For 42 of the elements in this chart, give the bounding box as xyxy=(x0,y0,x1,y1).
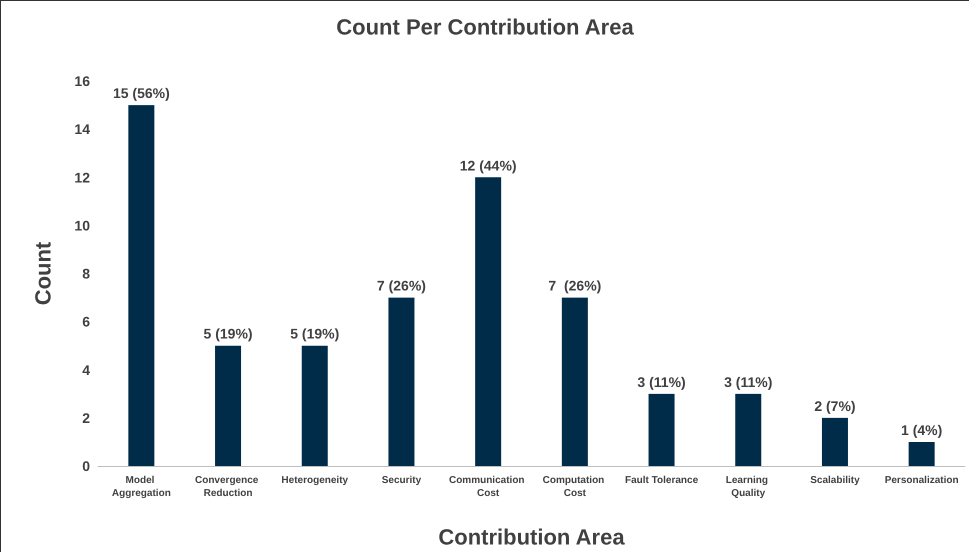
data-label: 3 (11%) xyxy=(724,374,772,390)
y-tick-label: 8 xyxy=(82,266,90,282)
bar xyxy=(735,394,762,466)
x-tick-label: Communication Cost xyxy=(448,475,528,499)
data-label: 3 (11%) xyxy=(637,374,686,390)
x-tick-label: Fault Tolerance xyxy=(624,475,699,486)
y-tick-label: 14 xyxy=(74,121,90,138)
data-label: 7 (26%) xyxy=(548,278,602,294)
x-axis-title: Contribution Area xyxy=(438,524,626,550)
data-label: 7 (26%) xyxy=(376,278,426,294)
bar xyxy=(302,346,328,466)
bar xyxy=(562,298,588,466)
x-tick-label: Convergence Reduction xyxy=(194,475,262,499)
data-label: 5 (19%) xyxy=(290,326,340,342)
data-label: 2 (7%) xyxy=(814,398,856,414)
bar xyxy=(475,177,502,466)
y-tick-label: 16 xyxy=(74,73,90,89)
bar xyxy=(128,105,154,466)
y-tick-label: 6 xyxy=(82,314,90,330)
x-tick-label: Learning Quality xyxy=(726,475,771,499)
data-label: 5 (19%) xyxy=(204,326,253,342)
x-tick-label: Scalability xyxy=(810,475,860,486)
data-label: 12 (44%) xyxy=(460,157,517,174)
data-label: 15 (56%) xyxy=(112,85,170,102)
data-label: 1 (4%) xyxy=(901,422,942,438)
x-tick-label: Computation Cost xyxy=(542,475,608,499)
y-tick-label: 2 xyxy=(82,410,90,426)
x-tick-label: Model Aggregation xyxy=(112,475,171,499)
y-tick-label: 10 xyxy=(74,217,90,234)
x-tick-label: Security xyxy=(382,475,422,486)
bar xyxy=(215,346,242,466)
bar xyxy=(388,298,414,466)
bar xyxy=(822,418,848,466)
y-tick-label: 4 xyxy=(82,362,90,378)
x-tick-label: Heterogeneity xyxy=(281,475,349,486)
x-tick-label: Personalization xyxy=(884,475,959,486)
chart-title: Count Per Contribution Area xyxy=(336,14,634,40)
bar xyxy=(908,442,935,466)
y-tick-label: 0 xyxy=(82,458,90,474)
y-tick-label: 12 xyxy=(74,169,90,186)
y-axis-title: Count xyxy=(30,241,56,306)
bar xyxy=(648,394,675,466)
